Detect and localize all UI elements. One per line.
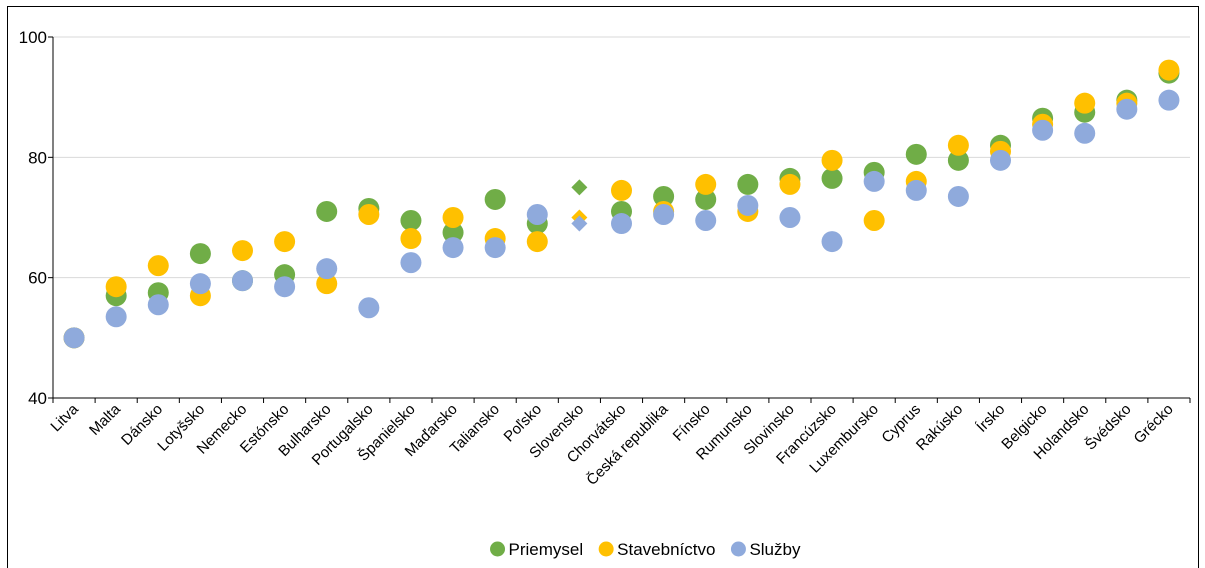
data-point <box>947 185 969 207</box>
legend-marker <box>490 541 506 557</box>
data-point <box>274 276 296 298</box>
data-point <box>695 188 717 210</box>
data-point <box>611 179 632 201</box>
data-point <box>695 210 717 232</box>
data-point <box>442 222 464 244</box>
y-tick-label: 100 <box>19 28 47 47</box>
x-tick-label: Švédsko <box>1082 401 1135 454</box>
legend-item: Priemysel <box>490 540 583 559</box>
data-point <box>821 149 843 171</box>
data-point <box>695 173 717 195</box>
legend-marker <box>730 541 746 557</box>
data-point <box>779 173 801 195</box>
data-point <box>105 306 127 328</box>
legend-item: Stavebníctvo <box>598 540 715 559</box>
legend-label: Stavebníctvo <box>617 540 715 559</box>
series-2 <box>63 89 1180 349</box>
data-point <box>947 149 969 171</box>
data-point <box>905 179 927 201</box>
x-tick-label: Írsko <box>973 401 1008 436</box>
data-point <box>400 210 422 232</box>
x-tick-label: Litva <box>47 400 82 435</box>
data-point <box>189 273 211 295</box>
data-point <box>63 327 85 349</box>
data-point <box>484 188 506 210</box>
data-point <box>611 213 632 235</box>
axes <box>48 36 1191 403</box>
data-point <box>653 185 675 207</box>
data-point <box>189 243 211 265</box>
data-point <box>526 231 548 253</box>
data-point <box>316 273 338 295</box>
x-tick-label: Rakúsko <box>913 401 966 454</box>
y-tick-labels: 40 60 80 100 <box>19 28 47 408</box>
legend-marker <box>598 541 614 557</box>
data-point <box>358 297 380 319</box>
data-point-diamond <box>571 215 588 232</box>
data-point <box>147 255 169 277</box>
data-point <box>232 270 253 292</box>
data-point <box>274 231 296 253</box>
data-point <box>1032 119 1054 141</box>
data-point <box>905 143 927 165</box>
y-tick-label: 40 <box>28 389 47 408</box>
legend: Priemysel Stavebníctvo Služby <box>490 540 801 559</box>
data-point <box>863 210 885 232</box>
data-points <box>63 59 1180 349</box>
x-tick-labels: Litva MaltaDánskoLotyšskoNemeckoEstónskoB… <box>47 400 1176 489</box>
legend-label: Služby <box>749 540 801 559</box>
gridlines <box>53 36 1190 279</box>
data-point <box>1074 122 1096 144</box>
data-point <box>863 170 885 192</box>
data-point <box>821 231 843 253</box>
data-point <box>1158 59 1180 81</box>
legend-item: Služby <box>730 540 801 559</box>
chart-frame <box>7 6 1199 568</box>
legend-label: Priemysel <box>509 540 584 559</box>
data-point <box>358 203 380 225</box>
data-point <box>653 203 675 225</box>
y-tick-label: 80 <box>28 148 47 167</box>
x-tick-label: Malta <box>86 400 124 438</box>
x-tick-label: Grécko <box>1131 401 1177 447</box>
data-point <box>484 237 506 259</box>
y-tick-label: 60 <box>28 269 47 288</box>
data-point <box>400 252 422 274</box>
data-point <box>105 276 127 298</box>
data-point <box>990 149 1011 171</box>
data-point <box>1074 92 1096 114</box>
data-point <box>232 240 253 262</box>
data-point <box>779 207 801 228</box>
data-point <box>316 258 338 280</box>
data-point <box>526 203 548 225</box>
data-point <box>737 194 759 216</box>
data-point <box>400 228 422 250</box>
data-point <box>737 173 759 195</box>
data-point <box>442 237 464 259</box>
data-point <box>147 294 169 316</box>
data-point <box>442 207 464 228</box>
data-point <box>316 200 338 222</box>
data-point <box>947 134 969 156</box>
data-point <box>1158 89 1180 111</box>
data-point-diamond <box>571 179 588 196</box>
data-point <box>1116 98 1138 120</box>
series-0 <box>63 62 1180 349</box>
data-point <box>821 167 843 189</box>
